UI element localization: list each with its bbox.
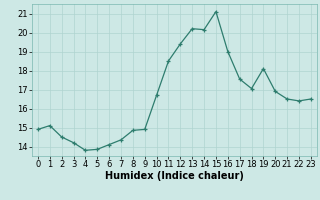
X-axis label: Humidex (Indice chaleur): Humidex (Indice chaleur): [105, 171, 244, 181]
